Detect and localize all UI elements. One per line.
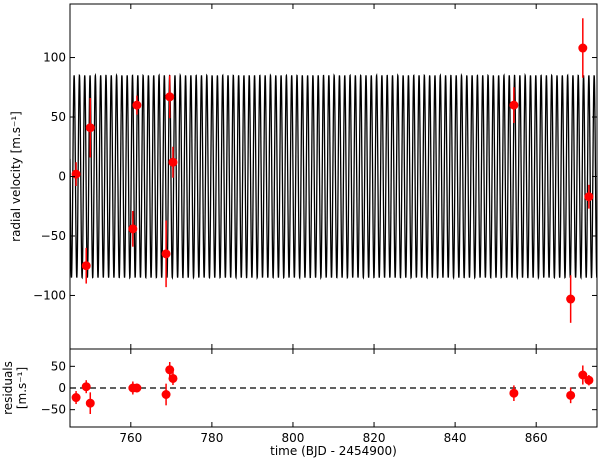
data-point [584, 375, 594, 385]
y-tick-label: −100 [33, 288, 66, 302]
data-point [165, 92, 175, 102]
y-tick-label: −50 [41, 403, 66, 417]
model-curve [70, 72, 597, 281]
y-tick-label: 100 [43, 51, 66, 65]
residuals-y-label-line: [m.s⁻¹] [15, 367, 29, 409]
x-tick-label: 760 [119, 431, 142, 445]
x-tick-label: 860 [525, 431, 548, 445]
y-axis-label: radial velocity [m.s⁻¹] [9, 111, 23, 242]
data-point [566, 294, 576, 304]
data-point [85, 123, 95, 133]
data-point [161, 249, 171, 259]
data-point [132, 383, 142, 393]
y-tick-label: 0 [58, 381, 66, 395]
y-tick-label: 50 [51, 110, 66, 124]
data-point [509, 100, 519, 110]
x-tick-label: 780 [200, 431, 223, 445]
data-point [81, 382, 91, 392]
data-point [165, 365, 175, 375]
data-point [566, 390, 576, 400]
y-tick-label: −50 [41, 229, 66, 243]
data-point [578, 370, 588, 380]
data-point [81, 261, 91, 271]
x-tick-label: 800 [282, 431, 305, 445]
data-point [168, 373, 178, 383]
main-panel: −100 −50 0 50 100 radial velocity [m.s⁻¹] [9, 3, 598, 350]
x-axis-label: time (BJD - 2454900) [270, 444, 397, 458]
x-tick-label: 840 [444, 431, 467, 445]
data-point [509, 388, 519, 398]
residuals-y-label-line: residuals [1, 361, 15, 415]
y-tick-label: 0 [58, 170, 66, 184]
data-point [128, 224, 138, 234]
x-tick-label: 820 [363, 431, 386, 445]
data-point [584, 192, 594, 202]
data-point [85, 398, 95, 408]
data-point [161, 390, 171, 399]
residuals-panel: −50 0 50 760 780 800 820 840 860 residuals [m.s⁻¹]… [1, 348, 598, 458]
y-tick-label: 50 [51, 359, 66, 373]
data-point [578, 43, 588, 53]
data-point [132, 100, 142, 110]
data-point [71, 393, 81, 403]
data-point [168, 157, 178, 167]
